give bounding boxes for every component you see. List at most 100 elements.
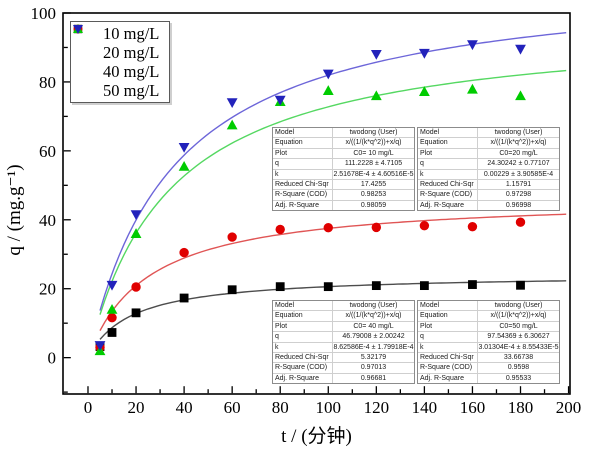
point-50-mg-l-t100 xyxy=(322,69,334,80)
table-key: Adj. R-Square xyxy=(418,200,478,211)
table-row: Equation x/((1/(k*q^2))+x/q) xyxy=(273,311,414,322)
table-key: Model xyxy=(418,128,478,138)
table-value: twodong (User) xyxy=(494,129,543,136)
table-key: R-Square (COD) xyxy=(273,363,333,373)
fit-table-c0-50: Model twodong (User) Equation x/((1/(k*q^2)… xyxy=(417,300,560,385)
point-10-mg-l-t40 xyxy=(179,293,189,303)
table-row: R-Square (COD) 0.98253 xyxy=(273,190,414,201)
table-row: R-Square (COD) 0.97013 xyxy=(273,363,414,374)
table-value: 97.54369 ± 6.30627 xyxy=(487,333,550,341)
table-value: twodong (User) xyxy=(349,129,398,136)
table-row: q 46.79008 ± 2.00242 xyxy=(273,332,414,343)
point-10-mg-l-t120 xyxy=(371,281,381,291)
table-value: 5.32179 xyxy=(360,353,387,361)
table-value: 0.96998 xyxy=(505,201,532,209)
table-key: Plot xyxy=(418,148,478,159)
table-row: Adj. R-Square 0.96998 xyxy=(418,200,559,211)
point-10-mg-l-t20 xyxy=(131,308,141,318)
table-value: 8.62586E-4 ± 1.79918E-4 xyxy=(333,343,414,351)
table-key: Equation xyxy=(418,138,478,148)
point-20-mg-l-t140 xyxy=(419,220,430,231)
fit-curve-50-mg-l xyxy=(99,32,567,311)
point-20-mg-l-t100 xyxy=(323,223,333,233)
table-row: Model twodong (User) xyxy=(273,128,414,139)
table-value: twodong (User) xyxy=(349,302,398,309)
point-40-mg-l-t60 xyxy=(226,119,238,130)
legend-label: 40 mg/L xyxy=(103,61,160,81)
table-value: 0.95533 xyxy=(505,374,532,382)
table-row: R-Square (COD) 0.97298 xyxy=(418,190,559,201)
table-row: q 24.30242 ± 0.77107 xyxy=(418,159,559,170)
table-key: Adj. R-Square xyxy=(273,200,333,211)
point-40-mg-l-t120 xyxy=(370,90,382,101)
table-key: Equation xyxy=(273,138,333,148)
y-tick-label: 60 xyxy=(39,142,56,161)
point-40-mg-l-t140 xyxy=(418,86,430,96)
table-value: C0= 10 mg/L xyxy=(353,149,394,157)
table-row: Adj. R-Square 0.98059 xyxy=(273,200,414,211)
x-tick-label: 200 xyxy=(556,398,582,417)
point-40-mg-l-t10 xyxy=(106,303,118,314)
x-tick-label: 100 xyxy=(316,398,342,417)
x-tick-label: 20 xyxy=(128,398,145,417)
table-row: Plot C0=20 mg/L xyxy=(418,148,559,160)
table-value: x/((1/(k*q^2))+x/q) xyxy=(345,139,402,147)
point-10-mg-l-t80 xyxy=(275,282,285,292)
legend-item-50-mg-l: 50 mg/L xyxy=(71,25,169,100)
table-value: x/((1/(k*q^2))+x/q) xyxy=(490,139,547,147)
table-value: 0.96681 xyxy=(360,374,387,382)
table-value: C0=20 mg/L xyxy=(499,149,538,157)
table-row: k 2.51678E-4 ± 4.60516E-5 xyxy=(273,169,414,180)
point-50-mg-l-t160 xyxy=(467,40,478,51)
point-10-mg-l-t140 xyxy=(419,281,429,291)
legend-item-20-mg-l: 20 mg/L xyxy=(71,24,169,62)
table-value: 1.15791 xyxy=(505,180,532,188)
table-row: Equation x/((1/(k*q^2))+x/q) xyxy=(418,311,559,322)
legend-label: 50 mg/L xyxy=(103,80,160,100)
legend-item-40-mg-l: 40 mg/L xyxy=(71,24,169,81)
point-50-mg-l-t80 xyxy=(274,95,286,106)
y-tick-label: 20 xyxy=(39,280,56,299)
fit-table-c0-10: Model twodong (User) Equation x/((1/(k*q^2)… xyxy=(272,127,415,212)
table-row: q 97.54369 ± 6.30627 xyxy=(418,332,559,343)
legend: 10 mg/L 20 mg/L 40 mg/L 50 mg/L xyxy=(70,21,170,103)
point-20-mg-l-t160 xyxy=(467,221,478,232)
table-key: Reduced Chi-Sqr xyxy=(418,352,478,363)
table-row: Equation x/((1/(k*q^2))+x/q) xyxy=(418,138,559,149)
y-axis-title: q / (mg.g⁻¹) xyxy=(4,164,25,256)
x-tick-label: 120 xyxy=(364,398,390,417)
table-key: Reduced Chi-Sqr xyxy=(273,179,333,190)
table-value: x/((1/(k*q^2))+x/q) xyxy=(345,312,402,320)
point-50-mg-l-t10 xyxy=(106,280,118,291)
point-50-mg-l-t40 xyxy=(178,143,190,153)
table-row: k 3.01304E-4 ± 8.55433E-5 xyxy=(418,342,559,353)
table-key: Model xyxy=(418,301,478,311)
x-tick-label: 80 xyxy=(272,398,289,417)
table-value: 0.00229 ± 3.90585E-4 xyxy=(483,170,554,178)
table-key: k xyxy=(418,169,478,179)
table-key: k xyxy=(273,342,333,352)
point-20-mg-l-t40 xyxy=(179,247,189,258)
table-key: Adj. R-Square xyxy=(273,373,333,384)
table-key: Reduced Chi-Sqr xyxy=(418,179,478,190)
table-key: k xyxy=(418,342,478,352)
point-50-mg-l-t20 xyxy=(130,210,142,221)
legend-label: 20 mg/L xyxy=(103,42,160,62)
table-key: k xyxy=(273,169,333,179)
table-key: Adj. R-Square xyxy=(418,373,478,384)
table-key: q xyxy=(273,159,333,169)
point-10-mg-l-t160 xyxy=(468,280,477,289)
point-20-mg-l-t10 xyxy=(107,312,117,323)
point-50-mg-l-t5 xyxy=(94,341,106,351)
table-value: 17.4255 xyxy=(360,180,387,188)
table-value: 0.98059 xyxy=(360,201,387,209)
table-row: Reduced Chi-Sqr 33.66738 xyxy=(418,352,559,364)
point-50-mg-l-t140 xyxy=(418,48,430,59)
point-40-mg-l-t100 xyxy=(322,85,334,95)
table-key: q xyxy=(273,332,333,342)
point-20-mg-l-t60 xyxy=(227,232,237,242)
point-20-mg-l-t120 xyxy=(371,222,382,233)
y-tick-label: 0 xyxy=(48,349,57,368)
table-value: 33.66738 xyxy=(503,353,534,361)
